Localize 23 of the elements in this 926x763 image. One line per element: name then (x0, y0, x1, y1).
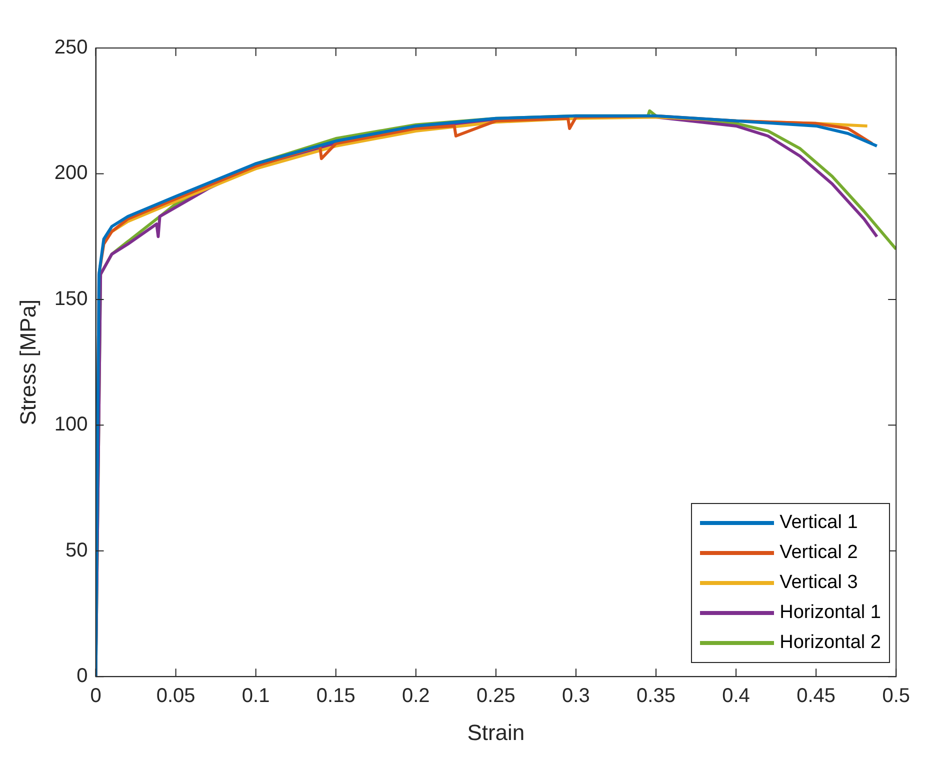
legend-label: Horizontal 2 (780, 632, 881, 654)
x-tick-label: 0.3 (562, 685, 590, 708)
y-tick-label: 50 (66, 539, 88, 562)
x-tick-label: 0.4 (722, 685, 750, 708)
legend-label: Horizontal 1 (780, 602, 881, 624)
y-tick-label: 250 (54, 36, 88, 59)
x-tick-label: 0.2 (402, 685, 430, 708)
y-tick-label: 0 (76, 665, 88, 688)
y-tick-label: 150 (54, 288, 88, 310)
x-tick-label: 0.5 (882, 685, 910, 708)
x-tick-label: 0.45 (796, 685, 836, 708)
legend-label: Vertical 3 (780, 572, 858, 594)
y-tick-label: 200 (54, 162, 88, 184)
y-tick-label: 100 (54, 414, 88, 436)
x-tick-label: 0.05 (156, 685, 196, 708)
legend-label: Vertical 1 (780, 512, 858, 534)
x-tick-label: 0.1 (242, 685, 270, 708)
y-axis-title: Stress [MPa] (15, 299, 40, 426)
x-tick-label: 0.35 (636, 685, 676, 708)
x-tick-label: 0.25 (476, 685, 516, 708)
x-tick-label: 0.15 (316, 685, 356, 708)
legend-label: Vertical 2 (780, 542, 858, 564)
x-axis-title: Strain (467, 720, 525, 745)
